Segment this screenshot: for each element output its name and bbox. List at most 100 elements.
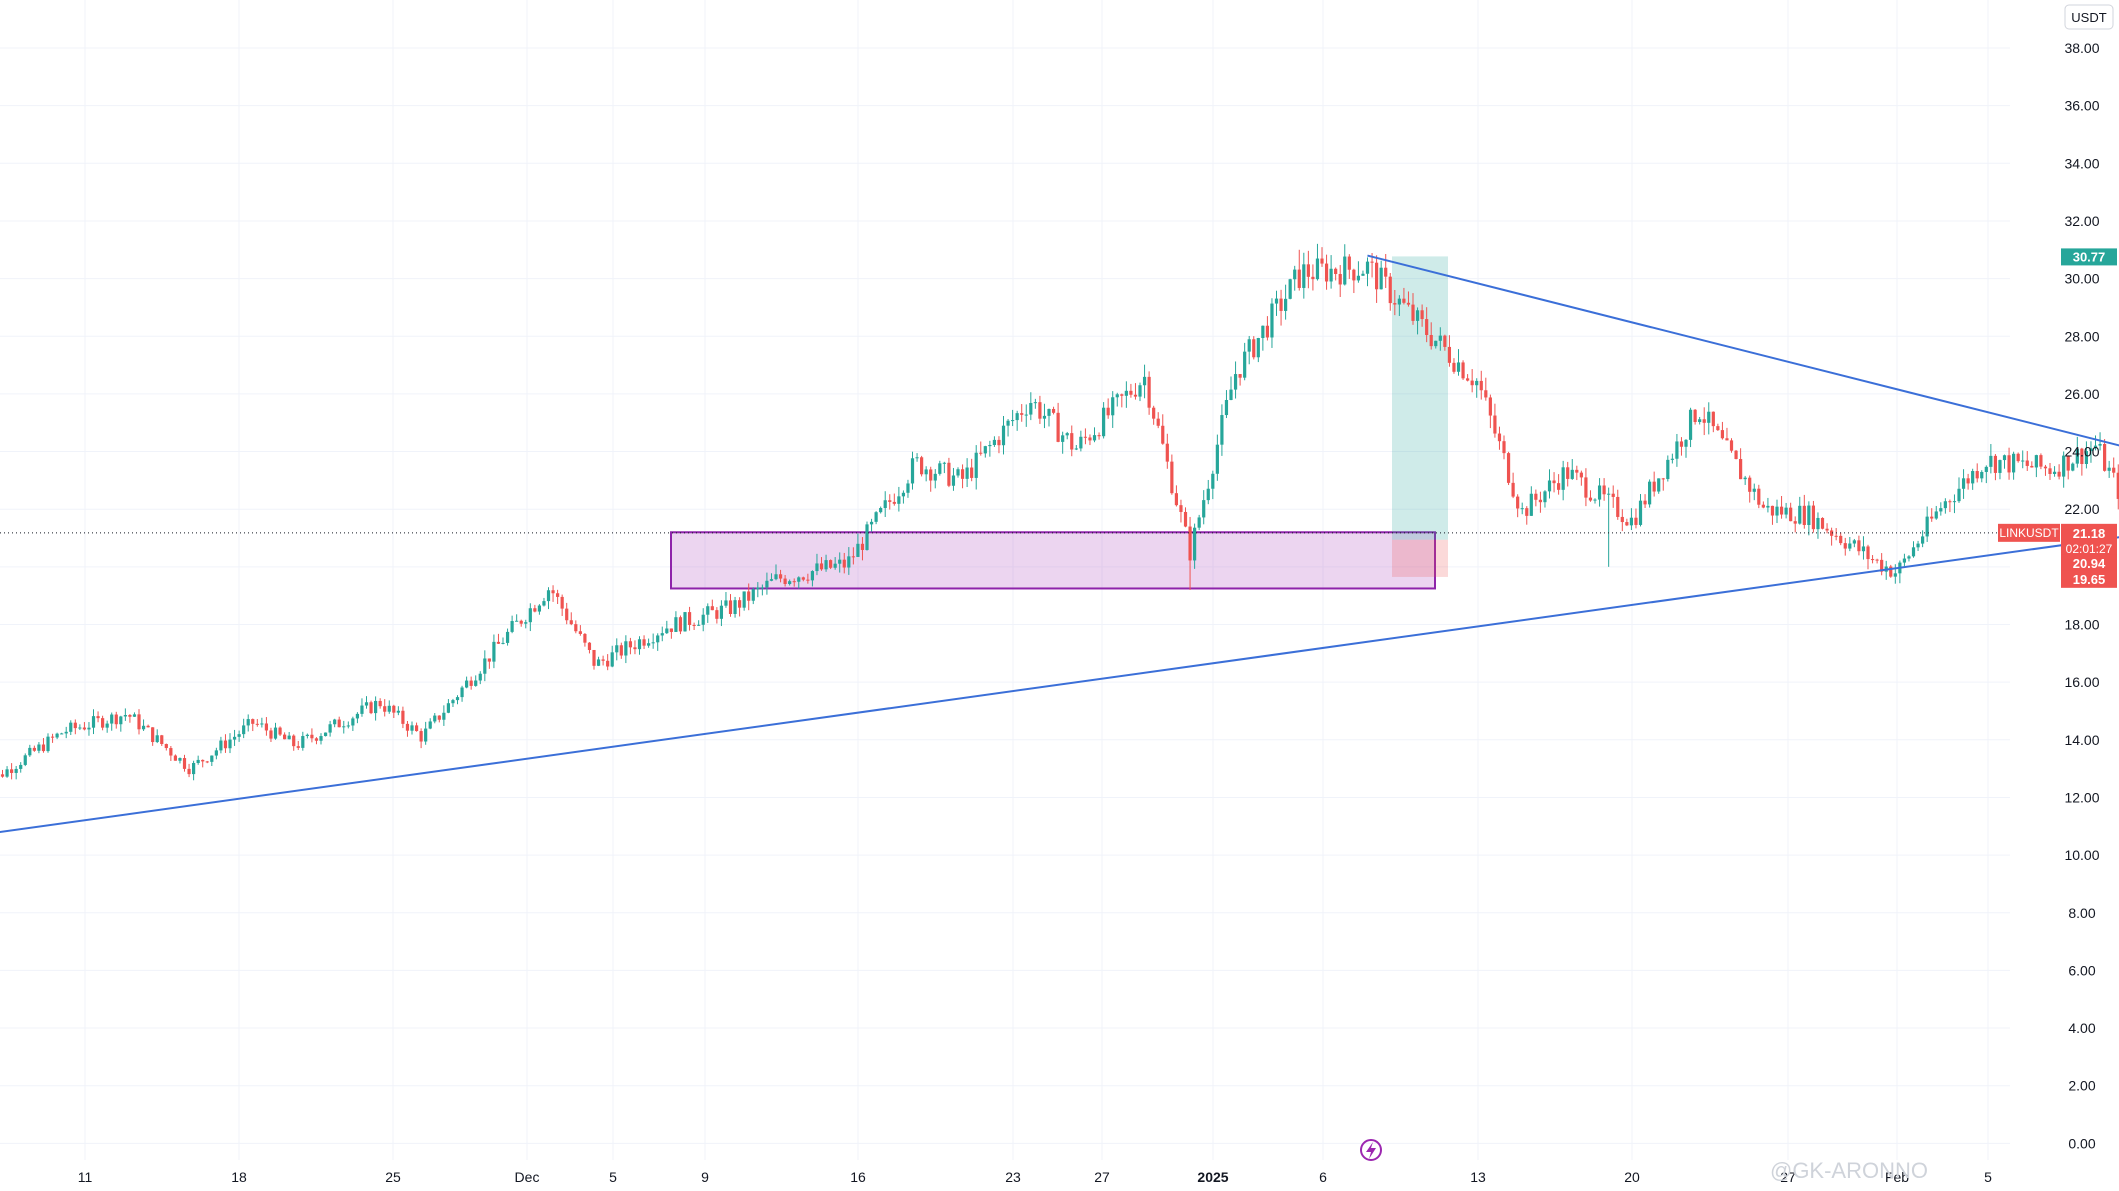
candle-body <box>715 610 719 619</box>
candle-body <box>196 759 200 763</box>
lightning-icon[interactable] <box>1360 1139 1382 1161</box>
candle-up <box>2034 454 2038 478</box>
candle-body <box>1575 469 1579 473</box>
candle-body <box>865 524 869 550</box>
candle-body <box>1648 481 1652 505</box>
candle-up <box>1042 403 1047 429</box>
candle-body <box>1930 516 1934 519</box>
candle-body <box>1493 415 1497 434</box>
y-tick-label: 4.00 <box>2068 1020 2095 1036</box>
candle-body <box>947 462 951 486</box>
candle-body <box>1033 402 1037 404</box>
candle-body <box>2066 455 2070 471</box>
candle-body <box>50 736 55 738</box>
candle-body <box>424 728 428 742</box>
candle-down <box>1761 501 1765 509</box>
candle-down <box>2043 464 2048 476</box>
candle-body <box>778 574 783 579</box>
candle-up <box>2012 451 2016 480</box>
candle-body <box>1102 407 1106 437</box>
candle-body <box>1857 540 1861 552</box>
candle-body <box>1739 459 1743 480</box>
candle-body <box>1597 485 1602 500</box>
candle-down <box>296 740 300 751</box>
candle-up <box>624 635 628 664</box>
candle-body <box>1684 439 1688 447</box>
candle-down <box>947 457 951 488</box>
candle-down <box>292 734 296 751</box>
candle-body <box>674 617 678 632</box>
candle-down <box>1393 289 1397 316</box>
candle-up <box>305 733 309 739</box>
candle-down <box>1156 412 1160 429</box>
candle-up <box>1848 536 1852 552</box>
candle-up <box>751 587 755 605</box>
candle-up <box>2052 466 2057 477</box>
candle-up <box>319 733 323 745</box>
candle-down <box>1506 451 1511 486</box>
candle-body <box>1966 478 1970 484</box>
time-axis[interactable]: 11 18 25 Dec 5 9 16 23 27 2025 6 13 20 27 Feb 5 <box>78 1169 1992 1185</box>
candle-down <box>1406 291 1411 307</box>
y-tick-label: 38.00 <box>2064 40 2099 56</box>
watermark-text: @GK-ARONNO <box>1770 1158 1928 1183</box>
candle-body <box>1070 433 1074 450</box>
candle-down <box>960 464 965 489</box>
candle-body <box>219 740 223 751</box>
candle-down <box>2116 464 2119 510</box>
candle-up <box>1102 402 1106 439</box>
candle-down <box>278 726 282 737</box>
candle-body <box>2016 453 2020 462</box>
candle-body <box>1438 335 1442 341</box>
candle-up <box>1261 325 1265 351</box>
candle-body <box>378 700 382 707</box>
candle-body <box>383 706 387 712</box>
candle-down <box>970 458 974 482</box>
candle-body <box>988 445 992 447</box>
candle-body <box>879 508 883 513</box>
candle-body <box>64 731 68 734</box>
candle-up <box>1934 505 1938 520</box>
candle-body <box>1766 505 1770 508</box>
candle-down <box>1725 427 1729 441</box>
candle-down <box>1479 370 1483 400</box>
candle-body <box>1466 378 1470 381</box>
candle-body <box>910 458 915 484</box>
stop-area <box>1392 539 1448 577</box>
candle-down <box>1880 553 1884 576</box>
candle-up <box>1998 459 2002 480</box>
candle-body <box>442 712 446 720</box>
candle-up <box>1670 453 1674 464</box>
price-axis[interactable]: 38.00 36.00 34.00 32.00 30.00 28.00 26.00 24.00… <box>2064 40 2099 1151</box>
candle-up <box>196 755 200 765</box>
candle-up <box>651 633 655 649</box>
candle-up <box>1684 439 1688 458</box>
candle-body <box>287 735 291 740</box>
candle-up <box>1752 483 1756 501</box>
candle-body <box>0 774 5 777</box>
candle-up <box>1925 506 1929 542</box>
candle-up <box>1784 502 1788 519</box>
currency-box[interactable]: USDT <box>2064 4 2114 30</box>
candle-body <box>1097 435 1101 437</box>
candle-body <box>1852 540 1856 544</box>
candle-up <box>983 445 987 458</box>
candle-down <box>1525 506 1529 525</box>
candle-down <box>601 655 605 666</box>
candle-body <box>251 719 255 724</box>
candle-down <box>1038 395 1042 424</box>
candle-body <box>551 590 555 594</box>
candle-up <box>915 453 919 462</box>
candle-body <box>301 736 305 748</box>
candle-up <box>483 650 487 682</box>
candle-down <box>151 727 155 746</box>
candle-body <box>1001 425 1006 446</box>
candle-body <box>788 581 792 585</box>
candle-up <box>1911 541 1916 558</box>
candle-body <box>1338 274 1342 285</box>
y-tick-label: 28.00 <box>2064 328 2099 344</box>
candle-body <box>455 697 460 701</box>
candle-up <box>697 620 701 626</box>
